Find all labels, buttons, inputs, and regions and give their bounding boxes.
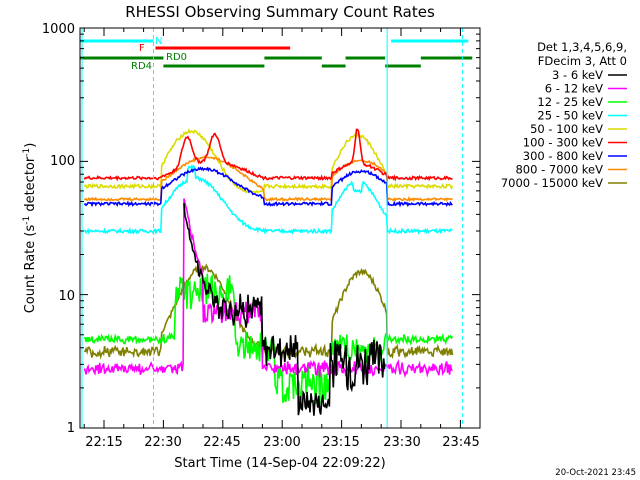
y-tick-label: 100 xyxy=(50,154,75,169)
series-line xyxy=(84,273,454,407)
series-line xyxy=(83,166,453,208)
y-axis-label: Count Rate (s-1 detector-1) xyxy=(22,143,38,314)
y-axis-label-end: ) xyxy=(23,143,38,148)
y-tick-label: 1000 xyxy=(42,22,75,37)
series-line xyxy=(183,203,386,416)
legend-label: 25 - 50 keV xyxy=(537,109,603,123)
y-tick-label: 10 xyxy=(58,289,75,304)
footer-date: 20-Oct-2021 23:45 xyxy=(555,468,636,478)
x-tick-labels: 22:15 22:30 22:45 23:00 23:15 23:30 23:4… xyxy=(85,435,479,450)
y-axis-label-mid: detector xyxy=(23,156,38,216)
legend-label: 6 - 12 keV xyxy=(545,82,603,96)
legend-label: 800 - 7000 keV xyxy=(515,163,603,177)
plot-frame xyxy=(79,27,481,429)
legend: Det 1,3,4,5,6,9, FDecim 3, Att 0 3 - 6 k… xyxy=(501,40,627,190)
y-axis-label-sup: -1 xyxy=(22,216,32,225)
y-axis-label-sup: -1 xyxy=(22,148,32,157)
x-tick-label: 22:30 xyxy=(144,435,181,450)
legend-label: 100 - 300 keV xyxy=(523,136,603,150)
legend-label: 300 - 800 keV xyxy=(523,149,603,163)
flag-layer: NF RD0 RD4 xyxy=(80,36,473,72)
series-line xyxy=(83,127,454,195)
series-line xyxy=(83,155,453,203)
flag-label: F xyxy=(139,43,145,54)
axis-ticks xyxy=(80,28,480,429)
x-tick-label: 23:15 xyxy=(322,435,359,450)
legend-label: 12 - 25 keV xyxy=(537,95,603,109)
series-line xyxy=(83,198,453,379)
chart-title: RHESSI Observing Summary Count Rates xyxy=(125,3,435,21)
y-axis-label-main: Count Rate (s xyxy=(23,225,38,314)
legend-header: Det 1,3,4,5,6,9, xyxy=(537,40,627,54)
series-line xyxy=(83,128,453,182)
flag-label: N xyxy=(155,36,162,47)
x-tick-label: 23:00 xyxy=(263,435,300,450)
x-tick-label: 23:30 xyxy=(383,435,420,450)
y-tick-labels: 1 10 100 1000 xyxy=(42,22,75,436)
legend-label: 3 - 6 keV xyxy=(552,68,603,82)
series-layer xyxy=(83,127,454,416)
legend-label: 7000 - 15000 keV xyxy=(501,176,603,190)
y-tick-label: 1 xyxy=(67,421,75,436)
x-tick-label: 22:15 xyxy=(85,435,122,450)
series-line xyxy=(84,164,453,236)
tick-marks xyxy=(80,28,480,429)
x-tick-label: 23:45 xyxy=(442,435,479,450)
flag-label: RD4 xyxy=(131,61,152,72)
legend-label: 50 - 100 keV xyxy=(530,122,603,136)
x-tick-label: 22:45 xyxy=(203,435,240,450)
night-saa-boundaries xyxy=(81,28,463,428)
legend-header: FDecim 3, Att 0 xyxy=(538,54,627,68)
x-axis-label: Start Time (14-Sep-04 22:09:22) xyxy=(174,456,385,471)
series-line xyxy=(83,263,454,360)
flag-label: RD0 xyxy=(166,52,187,63)
